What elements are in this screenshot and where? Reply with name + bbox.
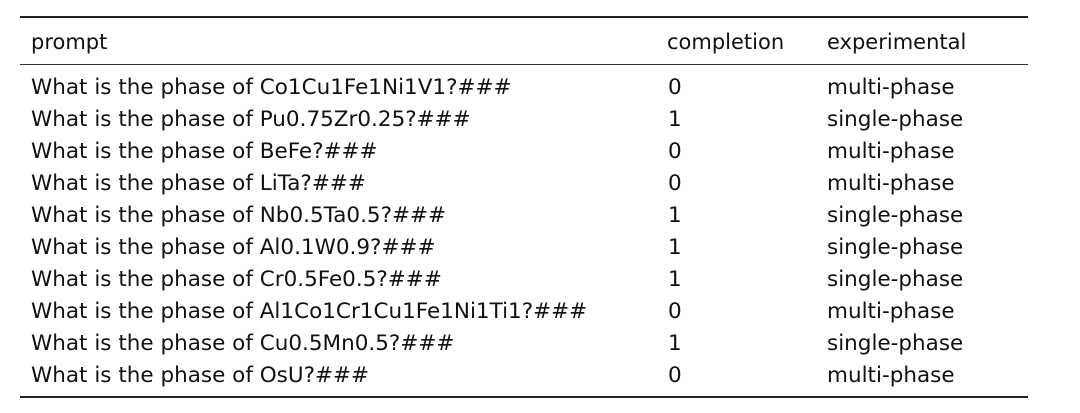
cell-experimental: multi-phase [827,299,955,324]
table-row: What is the phase of Nb0.5Ta0.5?### 1 si… [20,200,1028,232]
cell-prompt: What is the phase of Co1Cu1Fe1Ni1V1?### [31,75,512,100]
cell-completion: 1 [668,107,682,132]
table-row: What is the phase of Co1Cu1Fe1Ni1V1?### … [20,72,1028,104]
header-experimental: experimental [827,30,967,54]
cell-completion: 1 [668,267,682,292]
cell-experimental: single-phase [827,267,964,292]
table-row: What is the phase of Cu0.5Mn0.5?### 1 si… [20,328,1028,360]
cell-completion: 1 [668,331,682,356]
table-row: What is the phase of Pu0.75Zr0.25?### 1 … [20,104,1028,136]
table-header-rule [20,64,1028,65]
cell-completion: 0 [668,171,682,196]
cell-prompt: What is the phase of Nb0.5Ta0.5?### [31,203,447,228]
cell-completion: 0 [668,139,682,164]
cell-completion: 0 [668,299,682,324]
cell-experimental: multi-phase [827,171,955,196]
table-row: What is the phase of BeFe?### 0 multi-ph… [20,136,1028,168]
table-top-rule [20,16,1028,18]
header-completion: completion [667,30,785,54]
cell-prompt: What is the phase of OsU?### [31,363,370,388]
cell-prompt: What is the phase of Cr0.5Fe0.5?### [31,267,442,292]
cell-prompt: What is the phase of Pu0.75Zr0.25?### [31,107,471,132]
cell-experimental: multi-phase [827,363,955,388]
table-row: What is the phase of LiTa?### 0 multi-ph… [20,168,1028,200]
cell-experimental: single-phase [827,107,964,132]
cell-prompt: What is the phase of Al0.1W0.9?### [31,235,436,260]
table-row: What is the phase of Al1Co1Cr1Cu1Fe1Ni1T… [20,296,1028,328]
cell-experimental: single-phase [827,203,964,228]
cell-completion: 1 [668,203,682,228]
cell-completion: 0 [668,363,682,388]
cell-prompt: What is the phase of BeFe?### [31,139,378,164]
cell-completion: 1 [668,235,682,260]
cell-experimental: single-phase [827,235,964,260]
table-row: What is the phase of OsU?### 0 multi-pha… [20,360,1028,392]
table-row: What is the phase of Cr0.5Fe0.5?### 1 si… [20,264,1028,296]
table-header-row: prompt completion experimental [20,28,1028,56]
cell-prompt: What is the phase of LiTa?### [31,171,366,196]
table-body: What is the phase of Co1Cu1Fe1Ni1V1?### … [20,72,1028,392]
cell-experimental: multi-phase [827,139,955,164]
cell-experimental: multi-phase [827,75,955,100]
table-bottom-rule [20,396,1028,398]
cell-prompt: What is the phase of Al1Co1Cr1Cu1Fe1Ni1T… [31,299,588,324]
cell-completion: 0 [668,75,682,100]
header-prompt: prompt [31,30,108,54]
cell-prompt: What is the phase of Cu0.5Mn0.5?### [31,331,455,356]
cell-experimental: single-phase [827,331,964,356]
table-row: What is the phase of Al0.1W0.9?### 1 sin… [20,232,1028,264]
